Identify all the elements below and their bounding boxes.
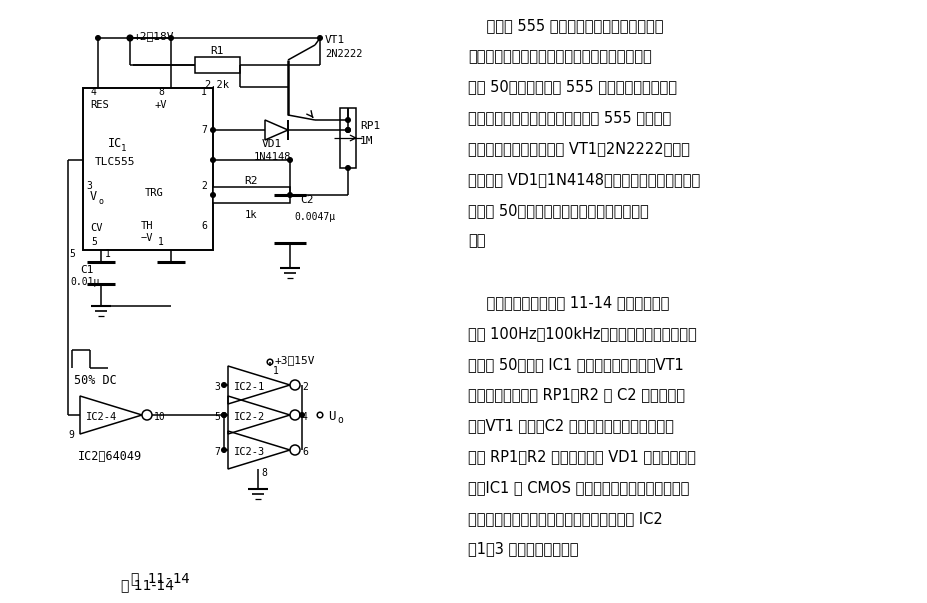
Text: TLC555: TLC555: [95, 157, 135, 167]
Circle shape: [95, 36, 100, 40]
Text: 4: 4: [91, 87, 96, 97]
Text: IC2-3: IC2-3: [234, 447, 265, 457]
Text: 7: 7: [214, 447, 220, 457]
Text: 8: 8: [260, 468, 267, 478]
Text: 50% DC: 50% DC: [74, 373, 117, 387]
Text: 3: 3: [214, 382, 220, 392]
Text: 9: 9: [68, 430, 74, 440]
Text: 1N4148: 1N4148: [253, 152, 290, 162]
Text: 支二极管 VD1（1N4148），这样，就可使占空比: 支二极管 VD1（1N4148），这样，就可使占空比: [467, 172, 700, 187]
Text: 保持为 50％，而与频率控制及输出端负载无: 保持为 50％，而与频率控制及输出端负载无: [467, 203, 648, 218]
Circle shape: [346, 128, 349, 132]
Text: 0.0047μ: 0.0047μ: [294, 212, 335, 222]
Text: 比为 50％。这是因为 555 内部只含有放电晶体: 比为 50％。这是因为 555 内部只含有放电晶体: [467, 80, 677, 95]
Text: U: U: [327, 411, 336, 423]
Circle shape: [169, 36, 173, 40]
Text: 1M: 1M: [360, 136, 373, 146]
Text: 图 11-14: 图 11-14: [131, 571, 189, 585]
Bar: [213, 187, 289, 203]
Circle shape: [287, 158, 292, 162]
Text: VD1: VD1: [261, 139, 282, 149]
Text: C1: C1: [80, 265, 94, 275]
Text: +2～18V: +2～18V: [133, 31, 174, 41]
Text: 1: 1: [158, 237, 164, 247]
Text: 1: 1: [121, 144, 126, 153]
Text: 5: 5: [91, 237, 96, 247]
Circle shape: [287, 193, 292, 197]
Text: 4: 4: [301, 412, 308, 422]
Text: 通过 RP1、R2 放电，这里的 VD1 是用作温度补: 通过 RP1、R2 放电，这里的 VD1 是用作温度补: [467, 449, 695, 464]
Text: TH: TH: [141, 221, 153, 231]
Circle shape: [210, 193, 215, 197]
Bar: [339, 108, 356, 168]
Text: 图 11-14: 图 11-14: [121, 578, 174, 592]
Text: 时，VT1 关断，C2 严格按照与充电相同的速率: 时，VT1 关断，C2 严格按照与充电相同的速率: [467, 418, 673, 434]
Text: 偿。IC1 是 CMOS 芯片，具有供电范围宽、耗电: 偿。IC1 是 CMOS 芯片，具有供电范围宽、耗电: [467, 480, 689, 495]
Text: 率为 100Hz～100kHz，连续可调，而占空比始: 率为 100Hz～100kHz，连续可调，而占空比始: [467, 326, 696, 341]
Text: TRG: TRG: [145, 188, 163, 198]
Text: 外附加了一支充电晶体管 VT1（2N2222）和一: 外附加了一支充电晶体管 VT1（2N2222）和一: [467, 141, 689, 156]
Circle shape: [346, 118, 349, 122]
Text: IC2-2: IC2-2: [234, 412, 265, 422]
Circle shape: [128, 36, 133, 40]
Text: 6: 6: [201, 221, 207, 231]
Text: o: o: [337, 415, 342, 425]
Text: V: V: [90, 189, 97, 203]
Text: 1k: 1k: [245, 210, 257, 220]
Text: 6: 6: [301, 447, 308, 457]
Text: IC2：64049: IC2：64049: [78, 450, 142, 464]
Circle shape: [222, 447, 226, 452]
Text: 5: 5: [69, 249, 75, 259]
Circle shape: [222, 412, 226, 417]
Bar: [195, 57, 240, 73]
Text: 1: 1: [105, 249, 110, 259]
Text: CV: CV: [90, 223, 102, 233]
Text: +V: +V: [155, 100, 167, 110]
Text: 变频率的影响，很难做到输出波形对称，即占空: 变频率的影响，很难做到输出波形对称，即占空: [467, 49, 651, 64]
Polygon shape: [265, 120, 287, 140]
Text: IC: IC: [108, 136, 122, 150]
Circle shape: [299, 412, 304, 417]
Text: IC2-1: IC2-1: [234, 382, 265, 392]
Text: 作为跟随器，通过 RP1、R2 对 C2 充电；导通: 作为跟随器，通过 RP1、R2 对 C2 充电；导通: [467, 388, 684, 403]
Circle shape: [346, 128, 349, 132]
Text: +3～15V: +3～15V: [274, 355, 315, 365]
Text: 1: 1: [201, 87, 207, 97]
Text: 1: 1: [273, 366, 279, 376]
Text: －1～3 可增大输出能力。: －1～3 可增大输出能力。: [467, 541, 578, 557]
Text: IC2-4: IC2-4: [86, 412, 117, 422]
Circle shape: [346, 166, 349, 170]
Text: 7: 7: [201, 125, 207, 135]
Text: C2: C2: [299, 195, 313, 205]
Text: 管，而无充电晶体管。这里给出的 555 振荡电路: 管，而无充电晶体管。这里给出的 555 振荡电路: [467, 110, 670, 125]
Text: 关。: 关。: [467, 233, 485, 248]
Circle shape: [210, 158, 215, 162]
Circle shape: [317, 36, 322, 40]
Text: 量少、抗噪声等优点，其输出端并联若干门 IC2: 量少、抗噪声等优点，其输出端并联若干门 IC2: [467, 511, 662, 526]
Text: RP1: RP1: [360, 121, 380, 131]
Text: 2: 2: [301, 382, 308, 392]
Bar: [83, 88, 213, 250]
Circle shape: [222, 412, 226, 417]
Circle shape: [210, 128, 215, 132]
Text: 终保持 50％。当 IC1 内部放电管关断时，VT1: 终保持 50％。当 IC1 内部放电管关断时，VT1: [467, 357, 683, 372]
Text: 5: 5: [214, 412, 220, 422]
Text: R1: R1: [210, 46, 223, 56]
Text: R2: R2: [244, 176, 258, 186]
Text: o: o: [99, 197, 104, 206]
Text: 10: 10: [154, 412, 166, 422]
Text: −V: −V: [141, 233, 153, 243]
Text: RES: RES: [90, 100, 108, 110]
Text: 0.01μ: 0.01μ: [70, 277, 99, 287]
Text: 2: 2: [201, 181, 207, 191]
Text: 一般用 555 构成的振荡器，因受负载及改: 一般用 555 构成的振荡器，因受负载及改: [467, 18, 663, 33]
Text: 2N2222: 2N2222: [324, 49, 362, 59]
Text: 3: 3: [86, 181, 92, 191]
Circle shape: [222, 383, 226, 387]
Text: 工作原理：电路如图 11-14 所示的输出频: 工作原理：电路如图 11-14 所示的输出频: [467, 295, 668, 310]
Text: 8: 8: [158, 87, 164, 97]
Text: VT1: VT1: [324, 35, 345, 45]
Text: 2.2k: 2.2k: [204, 80, 229, 90]
